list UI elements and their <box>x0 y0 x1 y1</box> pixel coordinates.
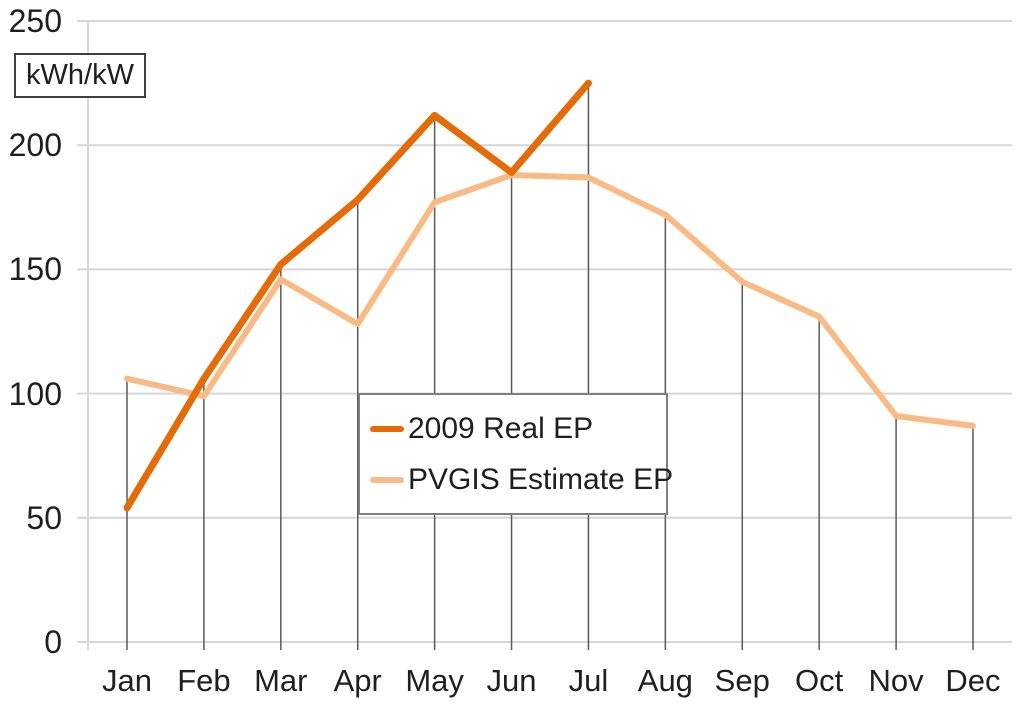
x-tick-label-may: May <box>405 663 464 698</box>
x-tick-label-sep: Sep <box>714 663 770 698</box>
y-tick-label-0: 0 <box>44 624 62 660</box>
y-tick-label-100: 100 <box>8 375 62 412</box>
legend-entry-2009-real-ep: 2009 Real EP <box>370 412 666 446</box>
x-tick-label-dec: Dec <box>945 663 1001 698</box>
chart-legend: 2009 Real EP PVGIS Estimate EP <box>358 393 673 515</box>
legend-label: PVGIS Estimate EP <box>408 462 674 496</box>
legend-swatch-light-orange-line <box>370 476 404 483</box>
x-tick-label-jan: Jan <box>102 663 152 698</box>
y-tick-label-50: 50 <box>26 499 62 536</box>
y-tick-label-150: 150 <box>8 251 62 288</box>
x-tick-label-oct: Oct <box>795 663 844 698</box>
legend-label: 2009 Real EP <box>408 411 594 445</box>
x-tick-label-mar: Mar <box>254 663 308 698</box>
y-axis-unit-box: kWh/kW <box>14 53 146 98</box>
x-tick-label-aug: Aug <box>637 663 693 698</box>
series-line-pvgis-estimate-ep <box>124 172 976 429</box>
x-tick-label-apr: Apr <box>333 663 382 698</box>
x-tick-label-nov: Nov <box>868 663 924 698</box>
legend-entry-pvgis-estimate-ep: PVGIS Estimate EP <box>370 463 673 497</box>
legend-swatch-dark-orange-line <box>370 425 404 432</box>
y-tick-label-250: 250 <box>8 3 62 39</box>
x-tick-label-feb: Feb <box>177 663 231 698</box>
x-tick-label-jun: Jun <box>486 663 537 698</box>
y-axis-unit-label: kWh/kW <box>26 59 134 91</box>
series-line-2009-real-ep <box>123 79 592 512</box>
y-tick-label-200: 200 <box>8 127 62 164</box>
x-tick-label-jul: Jul <box>568 663 609 698</box>
